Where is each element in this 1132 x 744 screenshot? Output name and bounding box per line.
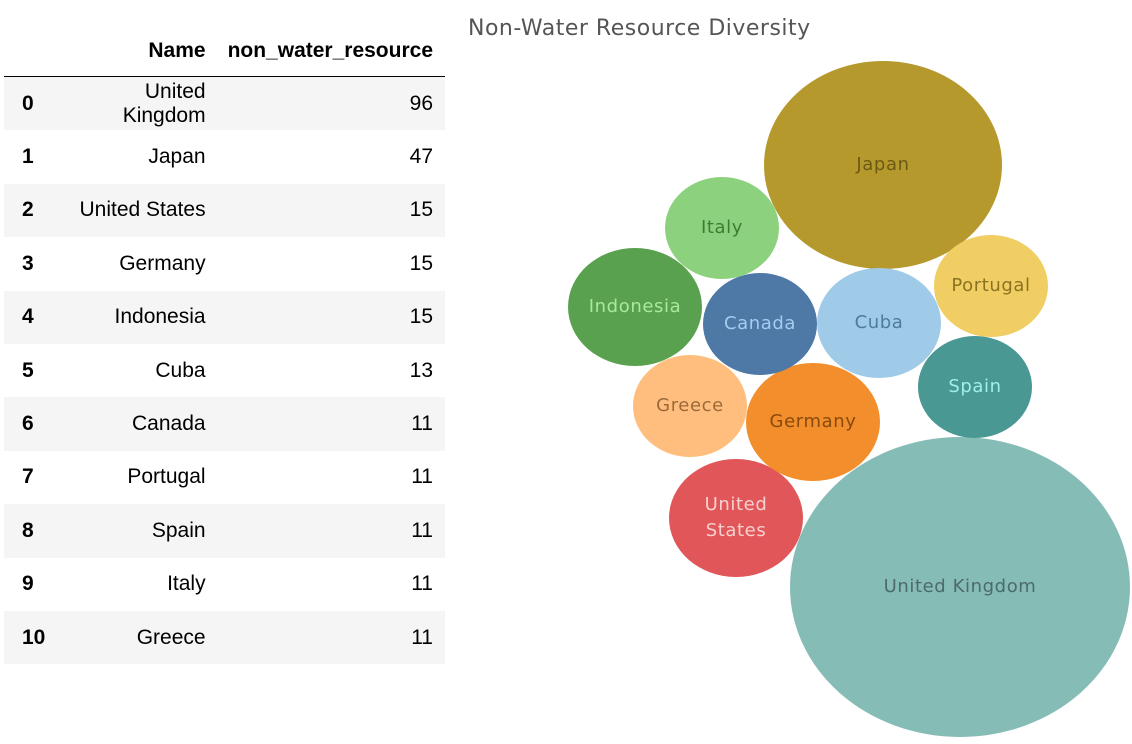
bubble-label-germany: Germany bbox=[770, 411, 857, 432]
row-index: 5 bbox=[22, 358, 34, 382]
bubble-label-japan: Japan bbox=[855, 154, 909, 175]
table-row: 9 Italy 11 bbox=[4, 558, 445, 611]
row-name: Canada bbox=[132, 412, 206, 436]
row-value: 47 bbox=[409, 145, 433, 169]
bubble-spain[interactable] bbox=[918, 336, 1032, 438]
row-value: 15 bbox=[409, 305, 433, 329]
bubble-label-united-kingdom: United Kingdom bbox=[884, 576, 1037, 597]
bubble-label-canada: Canada bbox=[724, 313, 796, 334]
data-table: Name non_water_resource 0 United Kingdom 9… bbox=[4, 26, 445, 665]
table-body: 0 United Kingdom 96 1 Japan 47 2 United States 1… bbox=[4, 76, 445, 665]
bubble-label-italy: Italy bbox=[701, 217, 743, 238]
bubble-label-cuba: Cuba bbox=[855, 312, 904, 333]
row-index: 0 bbox=[22, 91, 34, 115]
table-row: 4 Indonesia 15 bbox=[4, 290, 445, 344]
bubble-label-indonesia: Indonesia bbox=[589, 296, 681, 317]
table-row: 0 United Kingdom 96 bbox=[4, 76, 445, 131]
row-name: Germany bbox=[119, 251, 206, 275]
bubble-greece[interactable] bbox=[633, 355, 747, 457]
table-row: 1 Japan 47 bbox=[4, 130, 445, 183]
bubble-portugal[interactable] bbox=[934, 235, 1048, 337]
table-row: 2 United States 15 bbox=[4, 183, 445, 238]
row-value: 11 bbox=[411, 625, 433, 649]
data-table-container: Name non_water_resource 0 United Kingdom 9… bbox=[4, 26, 445, 665]
row-value: 11 bbox=[411, 465, 433, 489]
bubble-canada[interactable] bbox=[703, 273, 817, 375]
bubble-label-greece: Greece bbox=[656, 395, 724, 416]
row-name: Indonesia bbox=[114, 305, 206, 329]
row-value: 11 bbox=[411, 518, 433, 542]
table-row: 8 Spain 11 bbox=[4, 504, 445, 558]
row-name: United Kingdom bbox=[122, 79, 206, 127]
row-index: 10 bbox=[22, 625, 46, 649]
table-row: 6 Canada 11 bbox=[4, 397, 445, 451]
row-value: 15 bbox=[409, 251, 433, 275]
row-value: 11 bbox=[411, 572, 433, 596]
row-name: Greece bbox=[136, 625, 206, 649]
bubble-cuba[interactable] bbox=[817, 268, 941, 378]
bubble-label-spain: Spain bbox=[948, 376, 1001, 397]
header-index bbox=[4, 26, 58, 77]
table-row: 10 Greece 11 bbox=[4, 610, 445, 665]
bubble-label-portugal: Portugal bbox=[951, 275, 1030, 296]
bubble-united-kingdom[interactable] bbox=[790, 437, 1130, 737]
bubble-united-states[interactable] bbox=[669, 459, 803, 577]
header-name: Name bbox=[57, 26, 218, 77]
header-value: non_water_resource bbox=[217, 26, 445, 77]
row-name: Cuba bbox=[155, 358, 206, 382]
bubble-japan[interactable] bbox=[764, 61, 1002, 269]
row-name: Japan bbox=[148, 145, 206, 169]
bubble-germany[interactable] bbox=[746, 363, 880, 481]
row-name: Italy bbox=[167, 572, 206, 596]
row-index: 9 bbox=[22, 572, 34, 596]
row-value: 11 bbox=[411, 412, 433, 436]
row-name: Spain bbox=[151, 518, 206, 542]
row-name: United States bbox=[79, 198, 206, 222]
row-index: 2 bbox=[22, 198, 34, 222]
bubble-label-united-states: United States bbox=[705, 494, 768, 541]
table-header-row: Name non_water_resource bbox=[4, 26, 445, 77]
row-value: 13 bbox=[409, 358, 433, 382]
row-value: 15 bbox=[409, 198, 433, 222]
table-row: 5 Cuba 13 bbox=[4, 344, 445, 397]
row-index: 3 bbox=[22, 251, 34, 275]
row-index: 7 bbox=[22, 465, 34, 489]
row-index: 8 bbox=[22, 518, 34, 542]
row-index: 4 bbox=[22, 305, 34, 329]
row-name: Portugal bbox=[127, 465, 206, 489]
row-index: 1 bbox=[22, 145, 34, 169]
row-value: 96 bbox=[409, 91, 433, 115]
table-row: 7 Portugal 11 bbox=[4, 451, 445, 504]
row-index: 6 bbox=[22, 412, 34, 436]
bubble-italy[interactable] bbox=[665, 177, 779, 279]
chart-title: Non-Water Resource Diversity bbox=[468, 16, 811, 41]
table-row: 3 Germany 15 bbox=[4, 237, 445, 290]
bubble-indonesia[interactable] bbox=[568, 248, 702, 366]
